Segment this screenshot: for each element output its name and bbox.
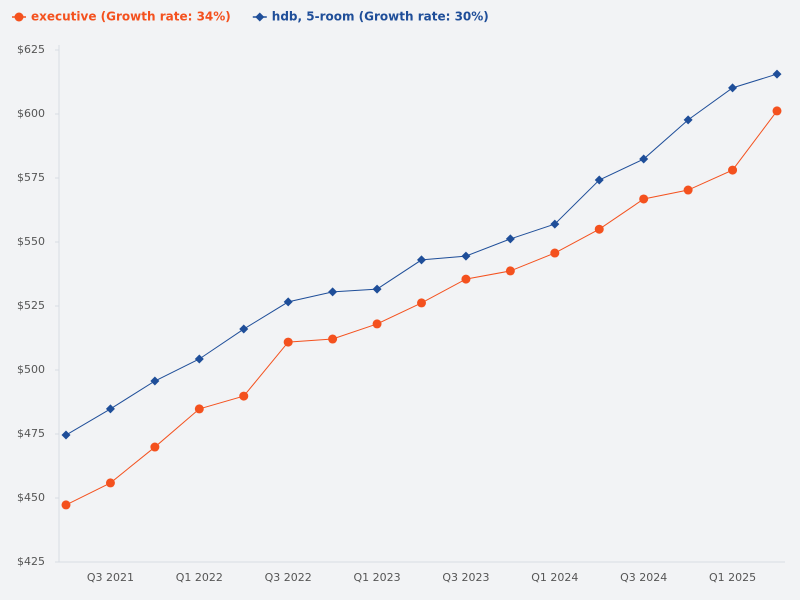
x-tick-label: Q1 2025 (709, 571, 756, 584)
x-tick-label: Q3 2022 (265, 571, 312, 584)
marker (372, 284, 382, 294)
marker (328, 334, 338, 344)
x-tick-label: Q1 2022 (176, 571, 223, 584)
marker (194, 354, 204, 364)
marker (639, 154, 649, 164)
marker (61, 430, 71, 440)
y-tick-label: $600 (17, 107, 45, 120)
marker (505, 266, 515, 276)
y-tick-label: $525 (17, 299, 45, 312)
marker (772, 69, 782, 79)
marker (283, 297, 293, 307)
marker (417, 255, 426, 265)
marker (594, 224, 604, 234)
marker (372, 319, 382, 329)
marker (505, 234, 515, 244)
marker (728, 83, 738, 93)
x-tick-label: Q3 2023 (442, 571, 489, 584)
y-tick-label: $625 (17, 43, 45, 56)
marker (772, 106, 782, 116)
marker (550, 219, 560, 229)
marker (728, 165, 738, 175)
marker (550, 248, 560, 258)
marker (150, 442, 160, 452)
marker (328, 287, 338, 297)
legend-label: hdb, 5-room (Growth rate: 30%) (272, 10, 489, 24)
x-tick-label: Q1 2023 (353, 571, 400, 584)
y-tick-label: $475 (17, 427, 45, 440)
y-tick-label: $550 (17, 235, 45, 248)
marker (239, 391, 249, 401)
marker (150, 376, 160, 386)
marker (283, 337, 293, 347)
marker (194, 404, 204, 414)
legend-label: executive (Growth rate: 34%) (31, 10, 231, 24)
marker (105, 404, 115, 414)
y-tick-label: $500 (17, 363, 45, 376)
marker (461, 274, 471, 284)
y-tick-label: $575 (17, 171, 45, 184)
marker (14, 12, 24, 22)
marker (61, 500, 71, 510)
marker (255, 12, 265, 22)
marker (683, 115, 693, 125)
marker (105, 478, 115, 488)
x-tick-label: Q3 2021 (87, 571, 134, 584)
marker (417, 298, 426, 308)
marker (639, 194, 649, 204)
x-tick-label: Q1 2024 (531, 571, 578, 584)
y-tick-label: $425 (17, 555, 45, 568)
y-tick-label: $450 (17, 491, 45, 504)
marker (683, 185, 693, 195)
x-tick-label: Q3 2024 (620, 571, 667, 584)
marker (239, 324, 249, 334)
marker (461, 251, 471, 261)
marker (594, 175, 604, 185)
